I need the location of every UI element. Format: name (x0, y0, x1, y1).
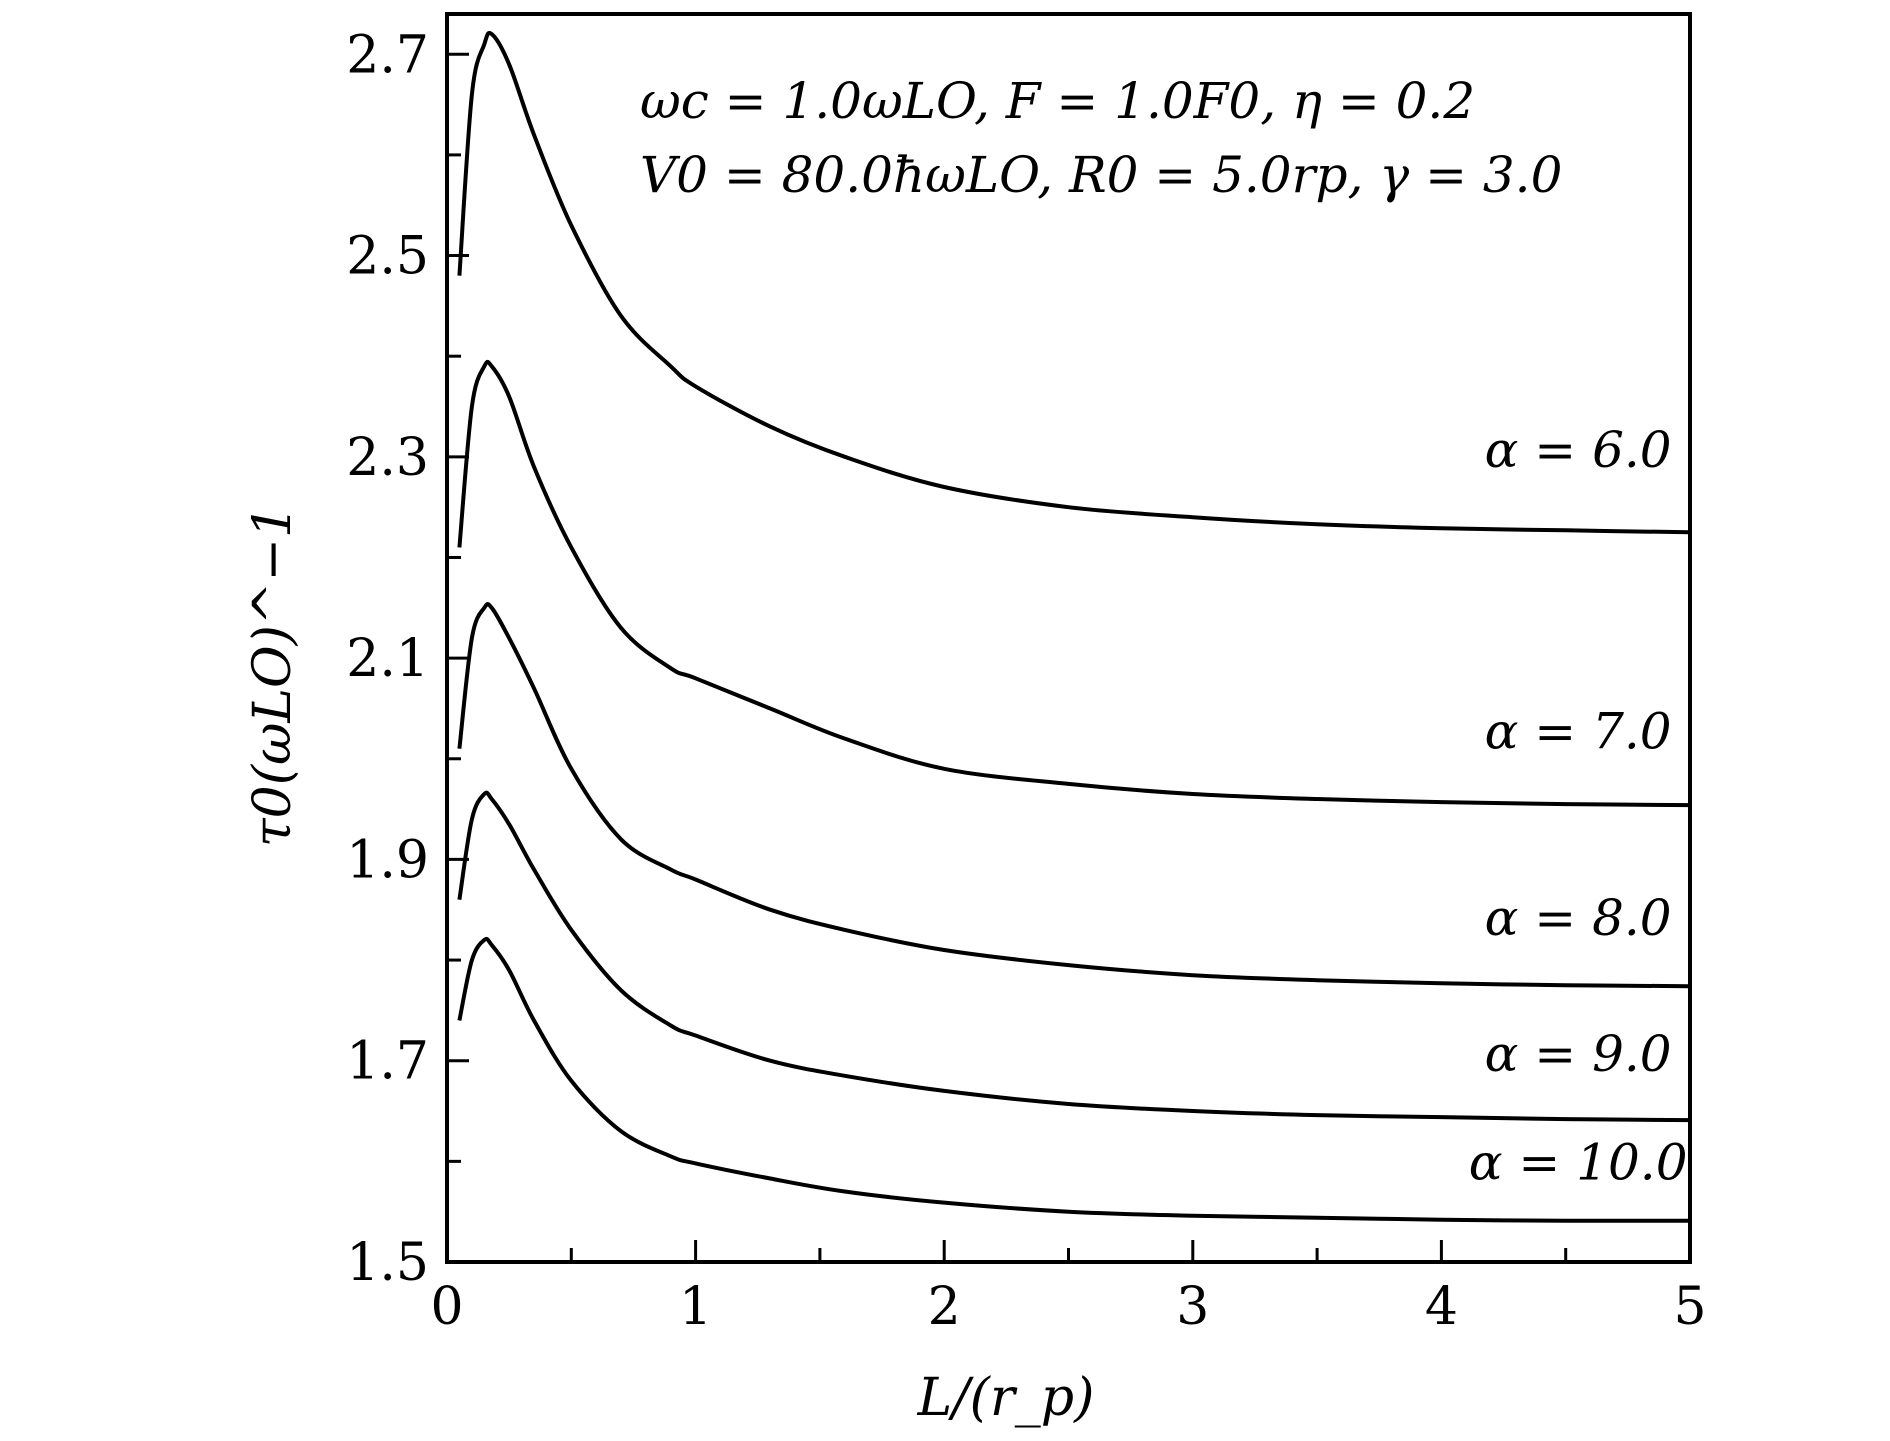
y-tick-label: 1.5 (346, 1233, 429, 1293)
series-line-3 (457, 602, 1691, 989)
curve-label-4: α = 9.0 (1485, 1025, 1672, 1083)
x-ticks: 0 1 2 3 4 5 (430, 1240, 1707, 1337)
y-tick-label: 1.7 (346, 1032, 429, 1092)
x-tick-label: 1 (679, 1277, 712, 1337)
curve-labels: α = 6.0 α = 7.0 α = 8.0 α = 9.0 α = 10.0 (1469, 421, 1688, 1192)
x-axis-label: L/(r_p) (917, 1368, 1095, 1428)
series-line-4 (457, 790, 1691, 1123)
y-tick-label: 2.3 (346, 428, 429, 488)
y-tick-label: 1.9 (346, 830, 429, 890)
y-tick-label: 2.1 (346, 629, 429, 689)
series-line-1 (457, 30, 1691, 535)
curve-label-1: α = 6.0 (1485, 421, 1672, 479)
series-line-2 (457, 359, 1691, 808)
y-axis-label: τ0(ωLO)^−1 (243, 505, 303, 847)
curves (457, 30, 1691, 1223)
x-tick-label: 4 (1425, 1277, 1458, 1337)
curve-label-5: α = 10.0 (1469, 1133, 1688, 1191)
annotation-line-1: ωc = 1.0ωLO, F = 1.0F0, η = 0.2 (640, 72, 1475, 130)
y-tick-label: 2.5 (346, 227, 429, 287)
x-tick-label: 0 (430, 1277, 463, 1337)
y-ticks: 1.5 1.7 1.9 2.1 2.3 2.5 2.7 (346, 25, 469, 1293)
curve-label-3: α = 8.0 (1485, 889, 1672, 947)
x-tick-label: 3 (1176, 1277, 1209, 1337)
x-tick-label: 2 (928, 1277, 961, 1337)
curve-label-2: α = 7.0 (1485, 703, 1672, 761)
annotation-line-2: V0 = 80.0ħωLO, R0 = 5.0rp, γ = 3.0 (640, 146, 1562, 204)
y-tick-label: 2.7 (346, 25, 429, 85)
x-tick-label: 5 (1673, 1277, 1706, 1337)
series-line-5 (457, 936, 1691, 1223)
